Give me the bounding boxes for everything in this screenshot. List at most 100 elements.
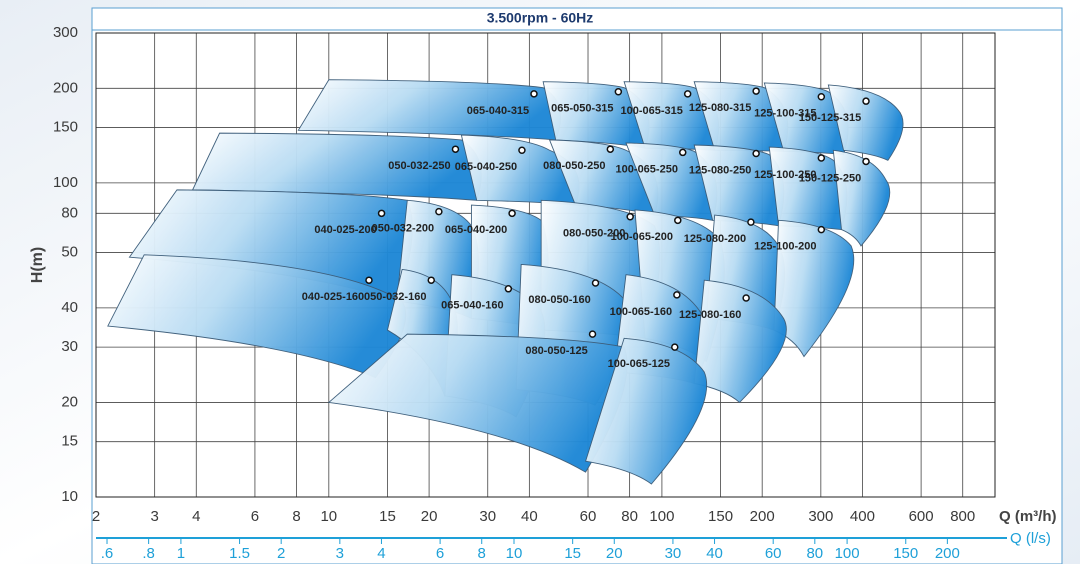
x2-tick-label: 8 [478, 545, 486, 562]
operating-point [862, 97, 870, 105]
pump-label: 125-080-200 [684, 233, 746, 245]
pump-label: 100-065-125 [608, 358, 670, 370]
x2-tick-label: 200 [935, 545, 960, 562]
pump-label: 080-050-250 [543, 160, 605, 172]
pump-label: 125-100-200 [754, 241, 816, 253]
pump-label: 065-040-250 [455, 161, 517, 173]
pump-label: 080-050-200 [563, 228, 625, 240]
y-tick-label: 20 [61, 393, 78, 410]
x2-tick-label: .8 [142, 545, 155, 562]
x2-tick-label: 15 [564, 545, 581, 562]
x2-tick-label: 150 [893, 545, 918, 562]
operating-point [673, 291, 681, 299]
x2-tick-label: 2 [277, 545, 285, 562]
pump-label: 100-065-160 [610, 306, 672, 318]
y-tick-label: 150 [53, 119, 78, 136]
operating-point [427, 276, 435, 284]
operating-point [377, 209, 386, 218]
pump-label: 125-100-315 [754, 108, 816, 120]
x2-tick-label: 60 [765, 545, 782, 562]
x-tick-label: 4 [192, 508, 200, 525]
y-tick-label: 40 [61, 299, 78, 316]
x2-tick-label: 20 [606, 545, 623, 562]
y-tick-label: 100 [53, 174, 78, 191]
y-tick-label: 50 [61, 244, 78, 261]
coverage-regions: 065-040-315 065-050-315 100-065-315 125-080… [107, 79, 904, 485]
x-tick-label: 800 [950, 508, 975, 525]
pump-region [584, 337, 708, 485]
x2-tick-label: 30 [665, 545, 682, 562]
x2-tick-label: 80 [806, 545, 823, 562]
operating-point [817, 225, 826, 234]
x2-tick-label: 1 [177, 545, 185, 562]
pump-label: 050-032-160 [364, 291, 426, 303]
x-tick-label: 15 [379, 508, 396, 525]
y-tick-label: 10 [61, 488, 78, 505]
x-tick-label: 300 [808, 508, 833, 525]
x2-axis-label: Q (l/s) [1010, 530, 1051, 547]
chart-title: 3.500rpm - 60Hz [487, 10, 594, 26]
operating-point [518, 146, 526, 155]
x-tick-label: 150 [708, 508, 733, 525]
pump-label: 050-032-250 [388, 160, 450, 172]
operating-point [626, 213, 634, 221]
x2-tick-label: 100 [835, 545, 860, 562]
pump-label: 150-125-250 [799, 172, 861, 184]
x2-tick-label: .6 [101, 545, 114, 562]
operating-point [588, 330, 597, 338]
pump-label: 040-025-200 [314, 224, 376, 236]
x-tick-label: 40 [521, 508, 538, 525]
x2-tick-label: 1.5 [229, 545, 250, 562]
pump-label: 125-100-250 [754, 169, 816, 181]
operating-point [742, 294, 750, 302]
x2-tick-label: 10 [506, 545, 523, 562]
x-tick-label: 30 [479, 508, 496, 525]
x-tick-label: 20 [421, 508, 438, 525]
x-tick-label: 8 [292, 508, 300, 525]
operating-point [679, 148, 687, 157]
operating-point [508, 209, 516, 218]
y-tick-label: 15 [61, 433, 78, 450]
x2-tick-label: 3 [336, 545, 344, 562]
pump-label: 125-080-250 [689, 164, 751, 176]
x2-tick-label: 40 [706, 545, 723, 562]
pump-label: 150-125-315 [799, 112, 861, 124]
x-tick-label: 60 [580, 508, 597, 525]
operating-point [365, 276, 373, 284]
pump-label: 080-050-125 [525, 345, 587, 357]
pump-label: 065-050-315 [551, 103, 613, 115]
operating-point [530, 90, 538, 98]
x-tick-label: 3 [150, 508, 158, 525]
x-tick-label: 400 [850, 508, 875, 525]
pump-label: 080-050-160 [528, 294, 590, 306]
operating-point [606, 145, 615, 153]
operating-point [671, 343, 679, 351]
x-tick-label: 10 [320, 508, 337, 525]
pump-label: 100-065-315 [620, 105, 682, 117]
operating-point [683, 90, 692, 98]
y-tick-label: 300 [53, 24, 78, 41]
x-tick-label: 2 [92, 508, 100, 525]
pump-label: 065-040-160 [441, 300, 503, 312]
pump-label: 125-080-315 [689, 102, 751, 114]
operating-point [435, 207, 443, 216]
x2-tick-label: 6 [436, 545, 444, 562]
pump-label: 050-032-200 [372, 223, 434, 235]
x-tick-label: 200 [750, 508, 775, 525]
operating-point [752, 87, 760, 95]
operating-point [817, 93, 826, 101]
pump-region [693, 279, 787, 404]
pump-region [827, 84, 904, 161]
x2-tick-label: 4 [377, 545, 385, 562]
y-tick-label: 30 [61, 338, 78, 355]
pump-label: 065-040-315 [467, 105, 529, 117]
operating-point [752, 149, 760, 158]
pump-label: 100-065-250 [616, 163, 678, 175]
operating-point [862, 157, 870, 166]
pump-label: 065-040-200 [445, 224, 507, 236]
pump-label: 100-065-200 [611, 231, 673, 243]
operating-point [591, 279, 600, 287]
